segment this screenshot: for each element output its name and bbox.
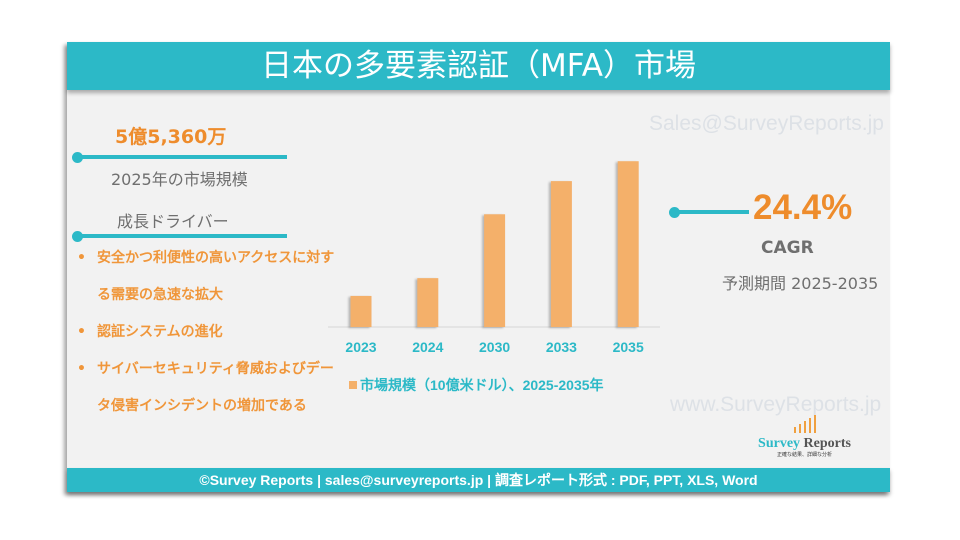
drivers-list: 安全かつ利便性の高いアクセスに対する需要の急速な拡大 認証システムの進化 サイバ… [75,240,345,425]
page-title: 日本の多要素認証（MFA）市場 [67,42,890,90]
bar-chart: 2023 2024 2030 2033 2035 市場規模（10億米ドル）、2025-2… [328,161,660,393]
x-tick-label: 2030 [479,339,510,355]
watermark-email: Sales@SurveyReports.jp [649,112,884,135]
bar-2030 [484,214,506,327]
x-tick-label: 2033 [546,339,577,355]
footer-bar: ©Survey Reports | sales@surveyreports.jp… [67,468,890,492]
bar-2024 [417,278,439,327]
market-size-value: 5億5,360万 [115,126,227,148]
drivers-line [77,234,287,238]
market-size-label: 2025年の市場規模 [111,170,248,189]
legend-swatch [349,381,357,389]
infographic-card: 日本の多要素認証（MFA）市場 Sales@SurveyReports.jp w… [67,42,890,492]
cagr-line [674,210,749,214]
driver-item: サイバーセキュリティ脅威およびデータ侵害インシデントの増加である [75,351,345,425]
bar-2023 [350,295,372,327]
drivers-heading: 成長ドライバー [117,212,229,231]
driver-item: 認証システムの進化 [75,314,345,351]
x-tick-label: 2035 [613,339,644,355]
bar-2035 [617,161,639,327]
legend-label: 市場規模（10億米ドル）、2025-2035年 [360,377,604,393]
cagr-label: CAGR [761,238,814,258]
forecast-period: 予測期間 2025-2035 [722,274,879,293]
x-tick-label: 2024 [412,339,443,355]
cagr-value: 24.4% [753,188,853,227]
survey-reports-logo: Survey Reports 正確な結果、詳細な分析 [747,415,862,458]
x-tick-label: 2023 [345,339,376,355]
watermark-url: www.SurveyReports.jp [670,393,882,416]
logo-word-reports: Reports [803,436,851,451]
logo-word-survey: Survey [758,436,801,451]
bar-logo-icon [793,415,816,433]
market-size-line [77,155,287,159]
driver-item: 安全かつ利便性の高いアクセスに対する需要の急速な拡大 [75,240,345,314]
bar-2033 [550,181,572,327]
logo-tagline: 正確な結果、詳細な分析 [776,452,832,458]
